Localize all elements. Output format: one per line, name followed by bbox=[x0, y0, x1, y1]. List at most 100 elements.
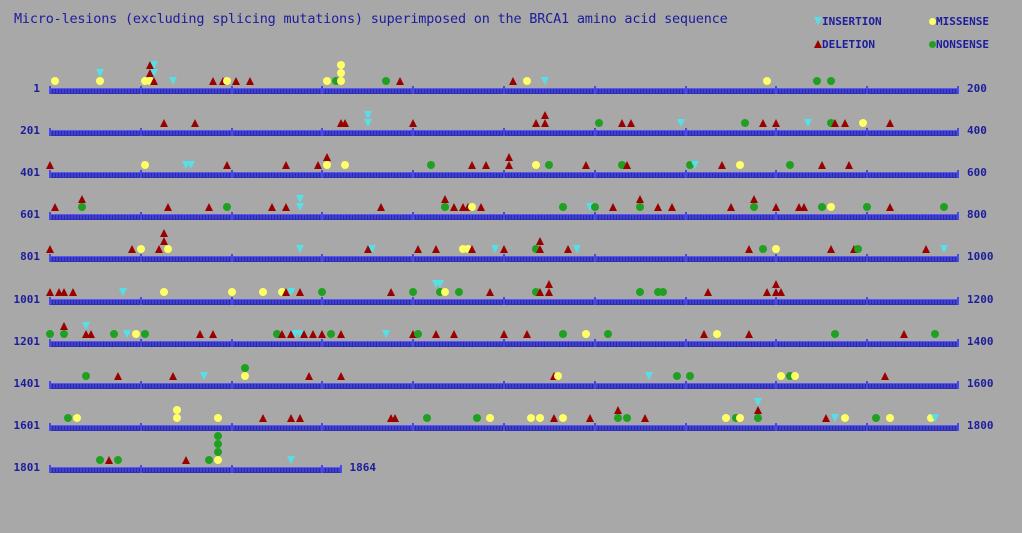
deletion-marker bbox=[922, 245, 931, 254]
legend-insertion: INSERTION bbox=[814, 15, 882, 28]
tick-mark bbox=[321, 338, 324, 347]
deletion-marker bbox=[899, 329, 908, 338]
insertion-marker bbox=[123, 329, 132, 338]
insertion-marker bbox=[295, 195, 304, 204]
tick-mark bbox=[49, 296, 51, 305]
insertion-marker bbox=[572, 245, 581, 254]
missense-marker bbox=[736, 161, 745, 170]
tick-mark bbox=[775, 86, 778, 94]
deletion-marker bbox=[849, 245, 858, 254]
nonsense-marker bbox=[940, 203, 949, 212]
missense-marker bbox=[840, 413, 849, 422]
tick-mark bbox=[503, 128, 505, 137]
tick-mark bbox=[139, 422, 142, 431]
insertion-marker bbox=[363, 111, 372, 120]
tick-mark bbox=[139, 128, 142, 137]
tick-mark bbox=[503, 296, 505, 305]
tick-mark bbox=[775, 128, 778, 137]
tick-mark bbox=[49, 338, 51, 347]
nonsense-marker bbox=[740, 119, 749, 128]
tick-mark bbox=[957, 128, 959, 137]
tick-mark bbox=[321, 86, 324, 94]
deletion-marker bbox=[540, 119, 549, 128]
nonsense-marker bbox=[817, 203, 826, 212]
insertion-marker bbox=[118, 287, 127, 296]
row-start-label: 201 bbox=[20, 124, 40, 138]
row-end-label: 1200 bbox=[967, 292, 994, 306]
tick-mark bbox=[593, 128, 596, 137]
missense-marker bbox=[50, 77, 59, 85]
nonsense-marker bbox=[77, 203, 86, 212]
tick-mark bbox=[49, 464, 51, 473]
tick-mark bbox=[503, 170, 505, 179]
deletion-marker bbox=[745, 329, 754, 338]
deletion-marker bbox=[536, 237, 545, 246]
nonsense-marker bbox=[854, 245, 863, 254]
tick-mark bbox=[230, 128, 233, 137]
nonsense-marker bbox=[472, 413, 481, 422]
deletion-marker bbox=[459, 203, 468, 212]
deletion-marker bbox=[826, 245, 835, 254]
tick-mark bbox=[684, 296, 687, 305]
insertion-marker bbox=[490, 245, 499, 254]
tick-mark bbox=[866, 380, 869, 389]
legend-label: DELETION bbox=[822, 38, 875, 51]
insertion-marker bbox=[381, 329, 390, 338]
legend-missense: MISSENSE bbox=[929, 15, 989, 28]
tick-mark bbox=[139, 296, 142, 305]
missense-marker bbox=[136, 245, 145, 254]
nonsense-marker bbox=[872, 413, 881, 422]
nonsense-marker bbox=[636, 287, 645, 296]
insertion-marker bbox=[200, 371, 209, 380]
deletion-marker bbox=[522, 329, 531, 338]
nonsense-marker bbox=[46, 329, 54, 338]
deletion-marker bbox=[477, 203, 486, 212]
deletion-marker bbox=[386, 413, 395, 422]
deletion-marker bbox=[395, 77, 404, 85]
deletion-marker bbox=[259, 413, 268, 422]
tick-mark bbox=[139, 464, 142, 473]
tick-mark bbox=[321, 296, 324, 305]
deletion-marker bbox=[286, 413, 295, 422]
tick-mark bbox=[49, 380, 51, 389]
deletion-marker bbox=[145, 61, 154, 69]
deletion-marker bbox=[282, 161, 291, 170]
insertion-marker bbox=[690, 161, 699, 170]
deletion-marker bbox=[336, 371, 345, 380]
nonsense-marker bbox=[826, 77, 835, 85]
missense-marker bbox=[858, 119, 867, 128]
deletion-marker bbox=[727, 203, 735, 212]
tick-mark bbox=[412, 380, 415, 389]
nonsense-marker bbox=[559, 203, 568, 212]
legend-label: MISSENSE bbox=[936, 15, 989, 28]
nonsense-marker bbox=[409, 287, 418, 296]
insertion-marker bbox=[431, 279, 440, 288]
deletion-marker bbox=[195, 329, 204, 338]
deletion-marker bbox=[758, 119, 767, 128]
missense-marker bbox=[241, 371, 250, 380]
deletion-icon bbox=[814, 40, 822, 48]
tick-mark bbox=[866, 422, 869, 431]
deletion-marker bbox=[318, 329, 327, 338]
deletion-marker bbox=[114, 371, 123, 380]
deletion-marker bbox=[509, 77, 518, 85]
tick-mark bbox=[503, 212, 505, 221]
row-start-label: 1401 bbox=[13, 376, 41, 390]
tick-mark bbox=[321, 254, 324, 263]
insertion-marker bbox=[286, 455, 295, 464]
tick-mark bbox=[593, 254, 596, 263]
deletion-marker bbox=[159, 229, 168, 238]
nonsense-marker bbox=[141, 329, 150, 338]
missense-marker bbox=[776, 371, 785, 380]
nonsense-marker bbox=[273, 329, 281, 338]
tick-mark bbox=[684, 338, 687, 347]
insertion-marker bbox=[804, 119, 813, 128]
deletion-marker bbox=[159, 237, 168, 246]
deletion-marker bbox=[654, 203, 663, 212]
deletion-marker bbox=[622, 161, 631, 170]
deletion-marker bbox=[776, 287, 785, 296]
deletion-marker bbox=[763, 287, 772, 296]
deletion-marker bbox=[536, 287, 545, 296]
deletion-marker bbox=[59, 321, 68, 330]
